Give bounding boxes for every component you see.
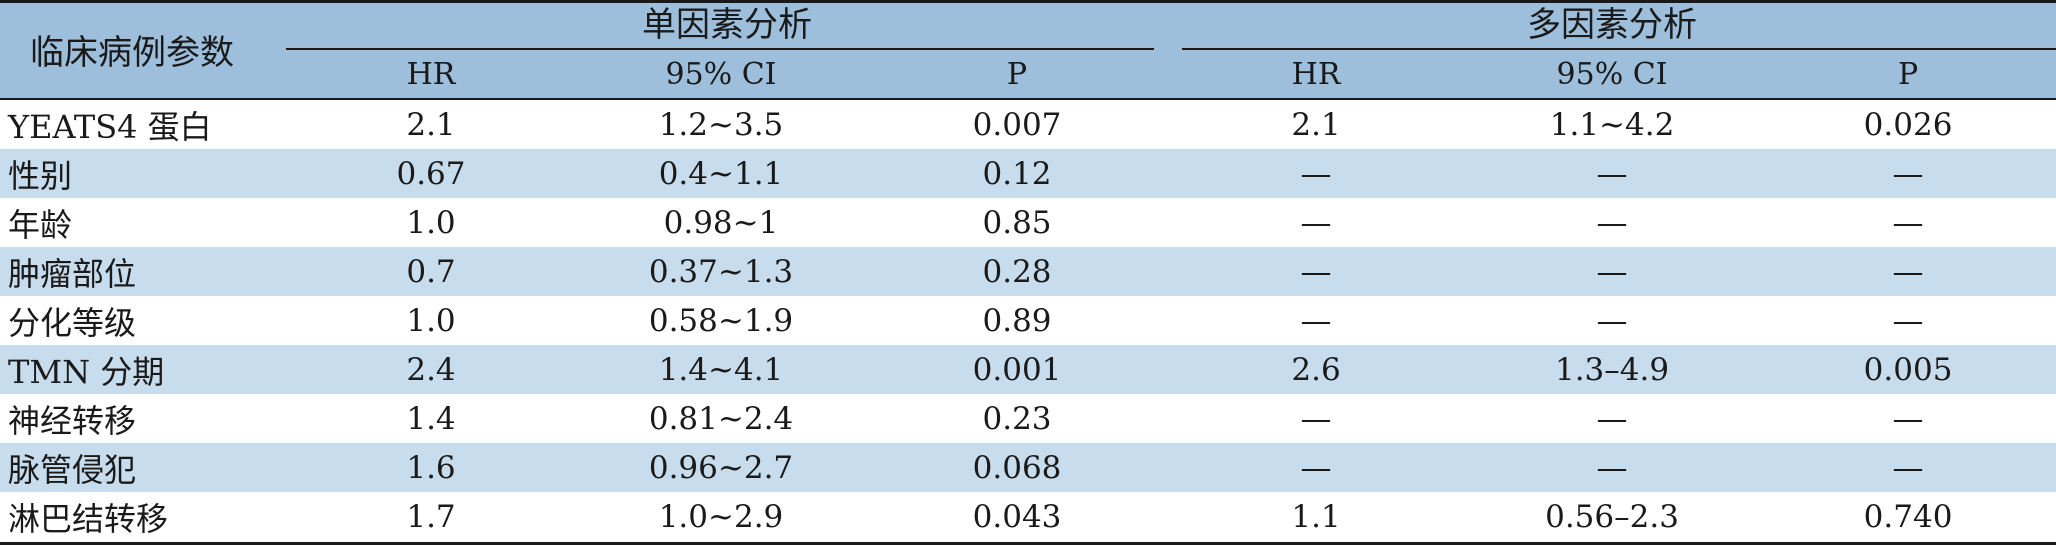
group-header-multivariate: 多因素分析 (1168, 0, 2056, 50)
value-cell: 1.1~4.2 (1464, 99, 1761, 149)
value-cell: 1.0~2.9 (576, 492, 866, 541)
param-cell: 神经转移 (0, 394, 286, 443)
value-cell: — (1464, 247, 1761, 296)
value-cell: — (1464, 198, 1761, 247)
value-cell: 0.026 (1760, 99, 2056, 149)
value-cell: 1.0 (286, 296, 576, 345)
value-cell: 0.740 (1760, 492, 2056, 541)
value-cell: 0.23 (866, 394, 1169, 443)
group-header-univariate: 单因素分析 (286, 0, 1169, 50)
value-cell: — (1760, 198, 2056, 247)
value-cell: 1.4~4.1 (576, 345, 866, 394)
value-cell: 2.6 (1168, 345, 1465, 394)
param-cell: 淋巴结转移 (0, 492, 286, 541)
table-row: 神经转移 1.4 0.81~2.4 0.23 — — — (0, 394, 2056, 443)
group-underline (286, 48, 1155, 50)
param-cell: 年龄 (0, 198, 286, 247)
value-cell: 0.96~2.7 (576, 443, 866, 492)
value-cell: 2.1 (286, 99, 576, 149)
value-cell: — (1464, 296, 1761, 345)
value-cell: 1.3–4.9 (1464, 345, 1761, 394)
value-cell: 1.0 (286, 198, 576, 247)
value-cell: 1.4 (286, 394, 576, 443)
row-header-cell: 临床病例参数 (0, 0, 286, 100)
table-row: 分化等级 1.0 0.58~1.9 0.89 — — — (0, 296, 2056, 345)
table-row: 年龄 1.0 0.98~1 0.85 — — — (0, 198, 2056, 247)
table-row: YEATS4 蛋白 2.1 1.2~3.5 0.007 2.1 1.1~4.2 … (0, 99, 2056, 149)
value-cell: — (1464, 443, 1761, 492)
value-cell: — (1168, 296, 1465, 345)
value-cell: — (1760, 296, 2056, 345)
value-cell: 0.98~1 (576, 198, 866, 247)
value-cell: — (1760, 247, 2056, 296)
value-cell: 0.4~1.1 (576, 149, 866, 198)
value-cell: — (1464, 149, 1761, 198)
table-row: 淋巴结转移 1.7 1.0~2.9 0.043 1.1 0.56–2.3 0.7… (0, 492, 2056, 541)
value-cell: 0.28 (866, 247, 1169, 296)
value-cell: 0.85 (866, 198, 1169, 247)
value-cell: — (1168, 443, 1465, 492)
value-cell: — (1168, 149, 1465, 198)
value-cell: 0.043 (866, 492, 1169, 541)
value-cell: 1.6 (286, 443, 576, 492)
value-cell: 0.7 (286, 247, 576, 296)
value-cell: 0.12 (866, 149, 1169, 198)
value-cell: 0.001 (866, 345, 1169, 394)
value-cell: — (1168, 394, 1465, 443)
table-body: YEATS4 蛋白 2.1 1.2~3.5 0.007 2.1 1.1~4.2 … (0, 99, 2056, 541)
value-cell: — (1168, 247, 1465, 296)
value-cell: 0.81~2.4 (576, 394, 866, 443)
group-title-univariate: 单因素分析 (642, 5, 813, 45)
param-cell: 性别 (0, 149, 286, 198)
value-cell: 2.1 (1168, 99, 1465, 149)
col-header-p: P (866, 50, 1169, 100)
table-header: 临床病例参数 单因素分析 多因素分析 HR 95% CI P HR 95% CI… (0, 0, 2056, 100)
value-cell: — (1760, 149, 2056, 198)
value-cell: 0.67 (286, 149, 576, 198)
group-underline (1182, 48, 2056, 50)
col-header-p: P (1760, 50, 2056, 100)
value-cell: 0.89 (866, 296, 1169, 345)
param-cell: 肿瘤部位 (0, 247, 286, 296)
col-header-hr: HR (1168, 50, 1465, 100)
value-cell: — (1168, 198, 1465, 247)
col-header-ci: 95% CI (576, 50, 866, 100)
col-header-hr: HR (286, 50, 576, 100)
bottom-rule (0, 542, 2056, 545)
value-cell: 1.7 (286, 492, 576, 541)
value-cell: 0.37~1.3 (576, 247, 866, 296)
value-cell: 0.007 (866, 99, 1169, 149)
value-cell: 0.56–2.3 (1464, 492, 1761, 541)
col-header-ci: 95% CI (1464, 50, 1761, 100)
value-cell: 1.2~3.5 (576, 99, 866, 149)
value-cell: — (1464, 394, 1761, 443)
table-row: 性别 0.67 0.4~1.1 0.12 — — — (0, 149, 2056, 198)
top-rule (0, 0, 2056, 3)
table-row: 肿瘤部位 0.7 0.37~1.3 0.28 — — — (0, 247, 2056, 296)
value-cell: 0.005 (1760, 345, 2056, 394)
table-row: 脉管侵犯 1.6 0.96~2.7 0.068 — — — (0, 443, 2056, 492)
value-cell: 2.4 (286, 345, 576, 394)
value-cell: — (1760, 443, 2056, 492)
table-row: TMN 分期 2.4 1.4~4.1 0.001 2.6 1.3–4.9 0.0… (0, 345, 2056, 394)
value-cell: 0.068 (866, 443, 1169, 492)
param-cell: TMN 分期 (0, 345, 286, 394)
param-cell: 脉管侵犯 (0, 443, 286, 492)
value-cell: 0.58~1.9 (576, 296, 866, 345)
param-cell: YEATS4 蛋白 (0, 99, 286, 149)
value-cell: 1.1 (1168, 492, 1465, 541)
group-title-multivariate: 多因素分析 (1527, 5, 1698, 45)
param-cell: 分化等级 (0, 296, 286, 345)
value-cell: — (1760, 394, 2056, 443)
